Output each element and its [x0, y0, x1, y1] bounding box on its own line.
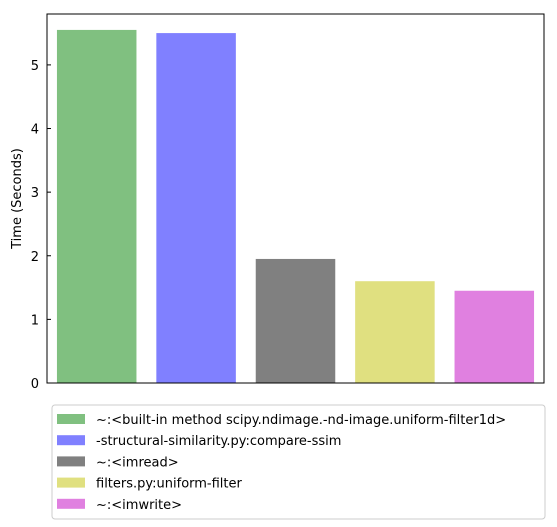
bar-5: [454, 290, 535, 383]
bar-4: [355, 281, 435, 383]
y-tick-label: 1: [31, 313, 39, 328]
legend-swatch-1: [57, 414, 85, 424]
legend-label-2: -structural-similarity.py:compare-ssim: [96, 434, 341, 449]
y-tick-label: 3: [31, 186, 39, 201]
legend-label-5: ~:<imwrite>: [96, 498, 182, 513]
bar-1: [56, 29, 137, 383]
legend-swatch-5: [57, 498, 85, 509]
legend-swatch-4: [57, 477, 85, 488]
legend-label-1: ~:<built-in method scipy.ndimage.-nd-ima…: [96, 413, 506, 428]
legend-label-3: ~:<imread>: [96, 455, 179, 470]
y-tick-label: 0: [31, 377, 39, 392]
y-axis: 0 1 2 3 4 5 Time (Seconds): [10, 59, 51, 392]
y-tick-label: 5: [31, 59, 39, 74]
axes-frame: [46, 13, 545, 384]
bar-2: [156, 33, 236, 384]
legend-swatch-3: [57, 456, 85, 467]
y-tick-label: 2: [31, 250, 39, 265]
legend-box: [51, 404, 546, 520]
plot-area: [46, 13, 545, 384]
legend-swatch-2: [57, 435, 85, 446]
legend: ~:<built-in method scipy.ndimage.-nd-ima…: [51, 404, 546, 520]
y-tick-label: 4: [31, 123, 39, 138]
legend-label-4: filters.py:uniform-filter: [96, 477, 243, 492]
y-axis-label: Time (Seconds): [10, 148, 25, 250]
bar-3: [255, 258, 336, 383]
